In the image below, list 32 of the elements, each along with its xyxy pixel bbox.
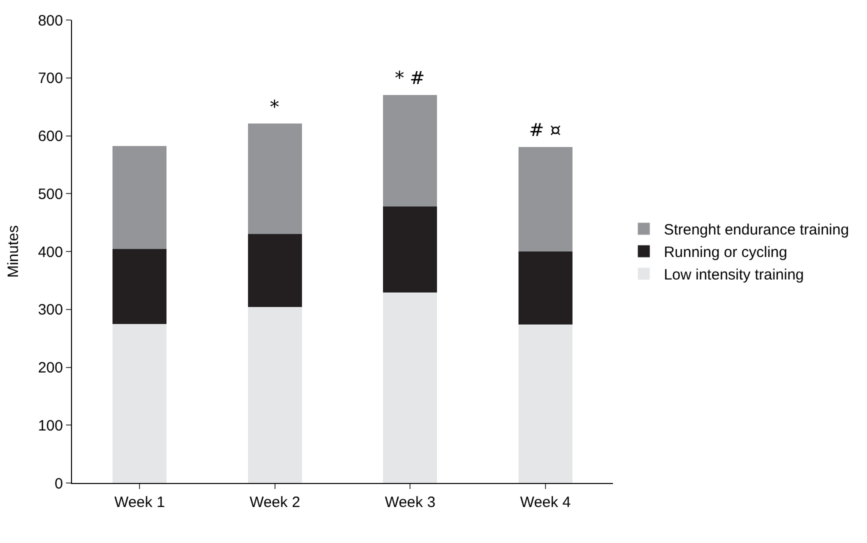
legend-label: Strenght endurance training (664, 222, 849, 239)
y-tick-label: 700 (38, 70, 63, 88)
annotation: * # (395, 68, 425, 89)
bar (518, 146, 572, 252)
bar (112, 146, 167, 250)
bar (383, 292, 438, 483)
bar (248, 234, 302, 308)
y-tick-label: 500 (38, 186, 63, 203)
bar (383, 95, 438, 206)
x-tick-label: Week 3 (384, 494, 436, 511)
legend-label: Low intensity training (664, 266, 804, 284)
x-tick-label: Week 4 (520, 494, 571, 511)
bar (518, 324, 572, 483)
bar (248, 124, 302, 234)
bar (518, 252, 572, 324)
bar (112, 249, 167, 324)
bar (383, 206, 438, 293)
y-tick-label: 300 (38, 302, 63, 319)
y-tick-label: 0 (54, 475, 63, 492)
bar (248, 307, 302, 483)
y-tick-label: 800 (38, 12, 63, 30)
y-axis-title: Minutes (5, 225, 22, 278)
annotation: * (270, 97, 279, 118)
y-tick-label: 600 (38, 128, 63, 145)
y-tick-label: 100 (38, 417, 63, 434)
y-tick-label: 400 (38, 244, 63, 261)
legend-label: Running or cycling (664, 244, 788, 262)
bar (112, 324, 167, 483)
x-tick-label: Week 2 (250, 494, 300, 511)
y-tick-label: 200 (38, 360, 63, 376)
annotation: # ¤ (529, 120, 562, 141)
x-tick-label: Week 1 (114, 494, 165, 511)
